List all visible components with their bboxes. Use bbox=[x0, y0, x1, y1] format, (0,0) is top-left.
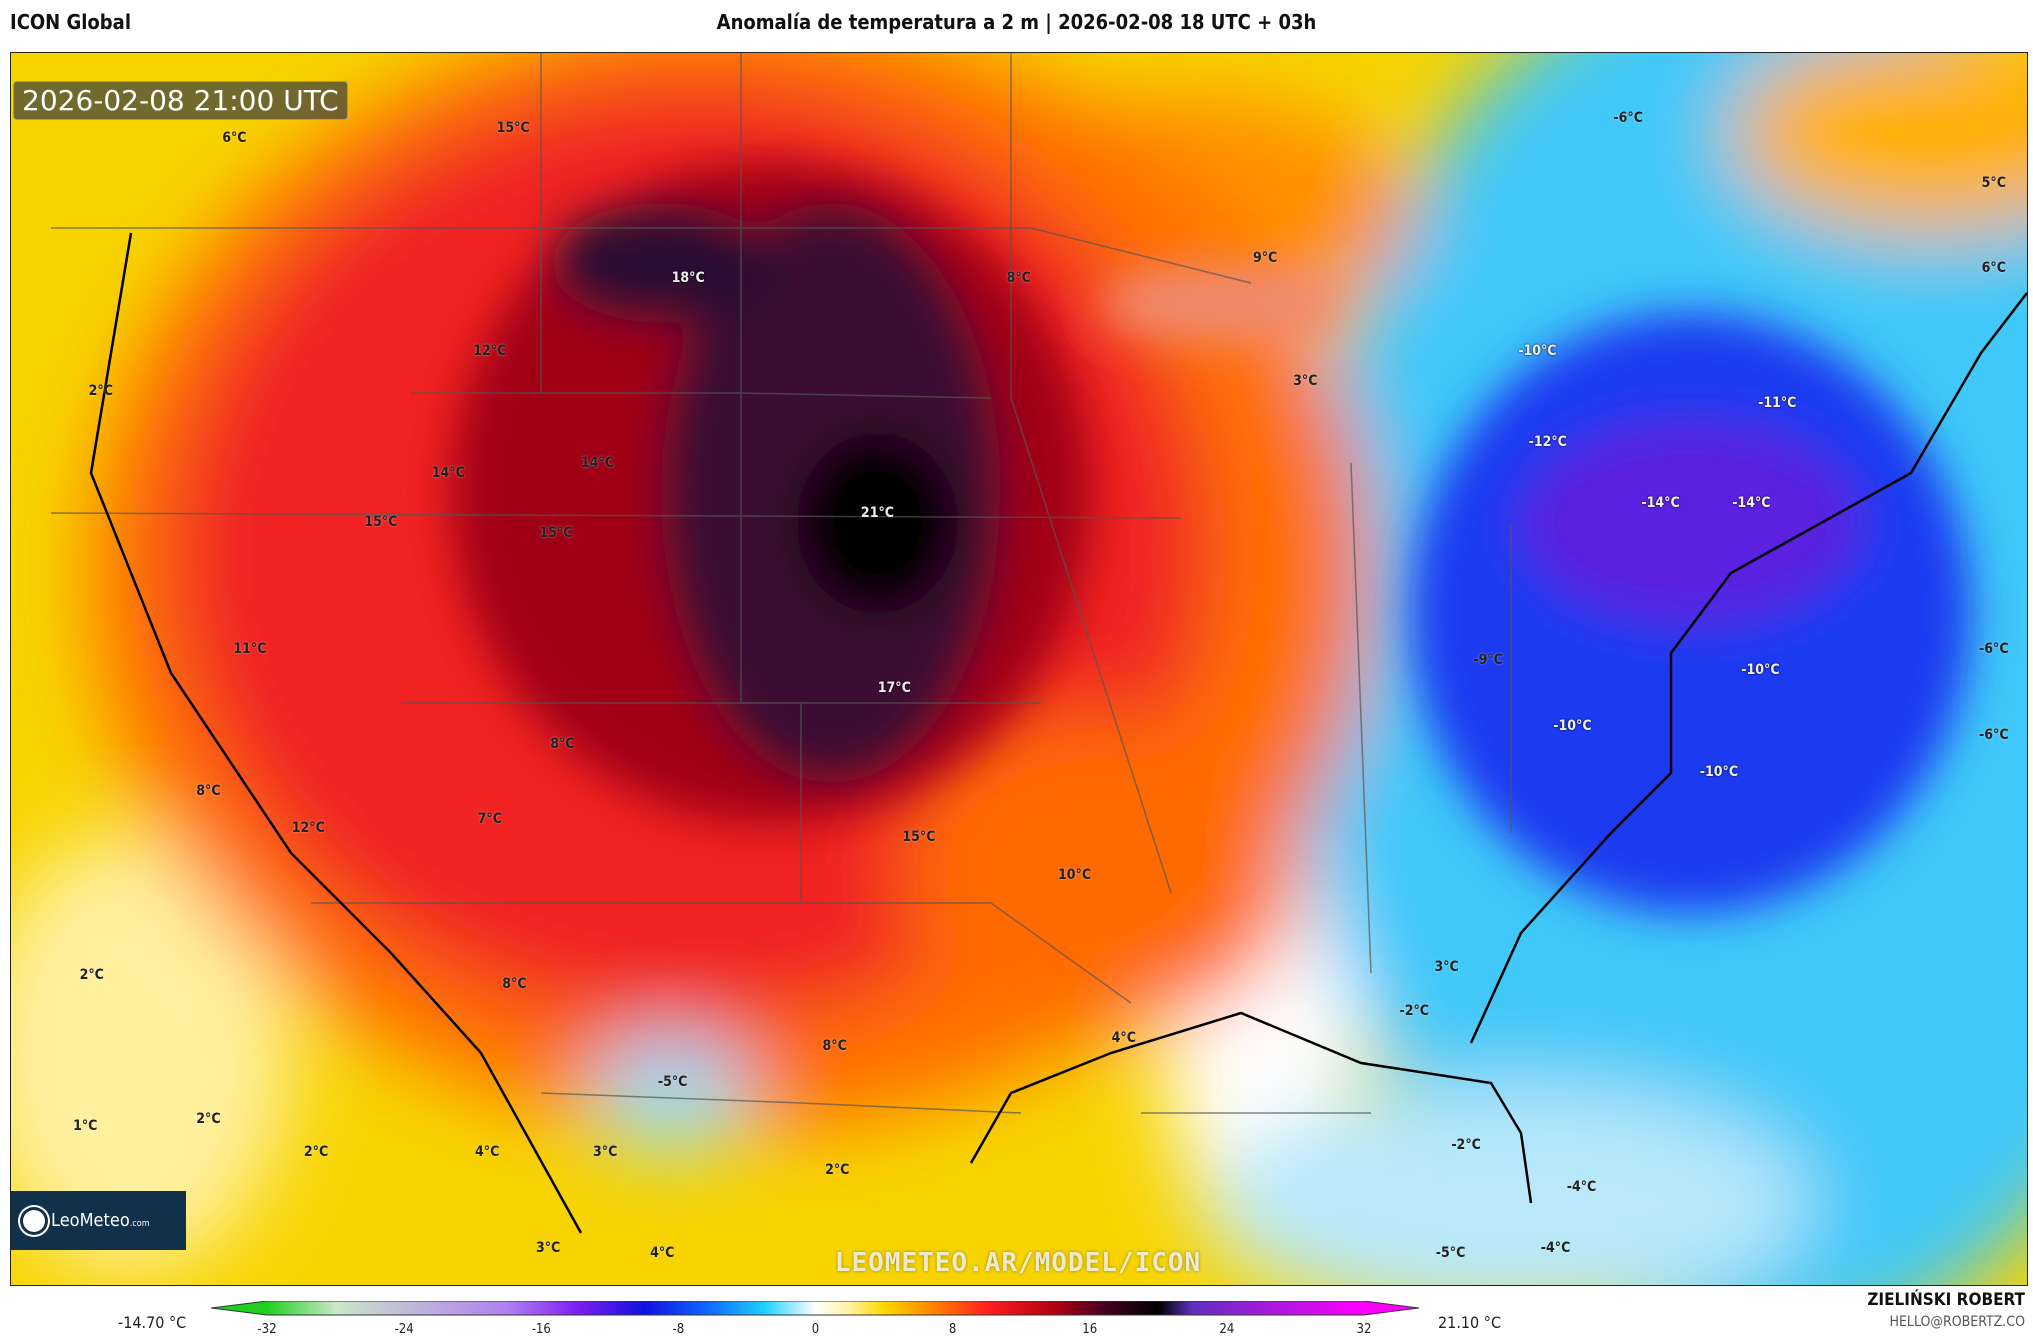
colorbar bbox=[211, 1301, 1420, 1316]
temperature-label: -2°C bbox=[1399, 1003, 1429, 1020]
temperature-label: 8°C bbox=[550, 735, 575, 752]
temperature-label: -4°C bbox=[1566, 1179, 1597, 1196]
watermark: LEOMETEO.AR/MODEL/ICON bbox=[834, 1248, 1202, 1278]
sun-icon bbox=[23, 1209, 45, 1232]
temperature-label: 3°C bbox=[535, 1240, 561, 1257]
model-name: ICON Global bbox=[10, 10, 131, 34]
temperature-label: 12°C bbox=[291, 820, 325, 837]
logo-text: LeoMeteo.com bbox=[51, 1210, 150, 1231]
temperature-label: 14°C bbox=[580, 454, 614, 471]
colorbar-tick-label: -32 bbox=[257, 1322, 277, 1337]
colorbar-tick-label: -24 bbox=[394, 1322, 414, 1337]
temperature-label: 11°C bbox=[233, 641, 267, 658]
temperature-label: 3°C bbox=[593, 1144, 618, 1161]
temperature-label: -10°C bbox=[1518, 343, 1557, 360]
colorbar-tick-label: 16 bbox=[1082, 1322, 1098, 1337]
temperature-label: -9°C bbox=[1473, 651, 1503, 668]
colorbar-tick-label: 0 bbox=[811, 1322, 820, 1337]
colorbar-tick-label: -8 bbox=[672, 1322, 685, 1337]
temperature-label: -5°C bbox=[657, 1074, 688, 1091]
temperature-label: 15°C bbox=[364, 514, 398, 531]
temperature-label: 1°C bbox=[73, 1118, 98, 1135]
temperature-label: -6°C bbox=[1613, 109, 1643, 126]
temperature-label: 15°C bbox=[539, 524, 573, 541]
temperature-label: 2°C bbox=[303, 1144, 329, 1161]
temperature-label: -14°C bbox=[1732, 494, 1771, 511]
temperature-label: 6°C bbox=[222, 130, 247, 147]
temperature-label: 5°C bbox=[1981, 174, 2006, 191]
temperature-label: -6°C bbox=[1979, 726, 2009, 743]
temperature-label: -10°C bbox=[1553, 717, 1592, 734]
temperature-label: 4°C bbox=[475, 1144, 500, 1161]
temperature-label: -10°C bbox=[1741, 662, 1780, 679]
temperature-label: -12°C bbox=[1528, 433, 1567, 450]
temperature-label: -10°C bbox=[1699, 764, 1739, 781]
map-title: Anomalía de temperatura a 2 m | 2026-02-… bbox=[716, 10, 1317, 34]
temperature-label: 2°C bbox=[196, 1110, 221, 1127]
author-name: ZIELIŃSKI ROBERT bbox=[1867, 1290, 2025, 1310]
temperature-label: 3°C bbox=[1293, 372, 1318, 389]
leometeo-logo: LeoMeteo.com bbox=[11, 1191, 186, 1250]
temperature-label: -4°C bbox=[1540, 1240, 1571, 1257]
map-field bbox=[11, 53, 2027, 1285]
temperature-label: -5°C bbox=[1435, 1245, 1466, 1262]
temperature-label: 2°C bbox=[825, 1162, 850, 1179]
colorbar-min-value: -14.70 °C bbox=[118, 1313, 187, 1332]
temperature-label: 4°C bbox=[1111, 1030, 1136, 1047]
temperature-label: 2°C bbox=[79, 966, 104, 983]
temperature-label: 2°C bbox=[88, 383, 113, 400]
temperature-label: 15°C bbox=[496, 120, 530, 137]
temperature-label: 6°C bbox=[1981, 260, 2006, 277]
colorbar-tick-label: 24 bbox=[1219, 1322, 1235, 1337]
temperature-label: -14°C bbox=[1641, 494, 1680, 511]
temperature-label: 12°C bbox=[473, 343, 507, 360]
temperature-label: 21°C bbox=[860, 505, 895, 522]
temperature-label: 4°C bbox=[650, 1245, 675, 1262]
temperature-label: 14°C bbox=[431, 464, 465, 481]
temperature-label: 15°C bbox=[902, 829, 936, 846]
temperature-label: -6°C bbox=[1979, 641, 2009, 658]
temperature-label: 3°C bbox=[1434, 958, 1459, 975]
temperature-label: 9°C bbox=[1252, 249, 1278, 266]
author-credit: ZIELIŃSKI ROBERT HELLO@ROBERTZ.CO bbox=[1867, 1290, 2025, 1330]
colorbar-max-value: 21.10 °C bbox=[1438, 1313, 1502, 1332]
temperature-label: 17°C bbox=[877, 680, 911, 697]
temperature-label: 8°C bbox=[822, 1038, 847, 1055]
temperature-anomaly-map: 15°C 6°C 18°C 8°C 9°C -6°C 5°C 6°C 12°C -10°C 2°C 3… bbox=[10, 52, 2028, 1286]
temperature-label: 18°C bbox=[671, 270, 705, 287]
temperature-label: 7°C bbox=[477, 811, 502, 828]
temperature-label: -2°C bbox=[1451, 1136, 1481, 1153]
author-email: HELLO@ROBERTZ.CO bbox=[1889, 1314, 2026, 1330]
colorbar-tick-label: 8 bbox=[948, 1322, 957, 1337]
temperature-label: 10°C bbox=[1058, 866, 1092, 883]
colorbar-tick-label: 32 bbox=[1356, 1322, 1372, 1337]
temperature-label: 8°C bbox=[196, 782, 221, 799]
temperature-label: 8°C bbox=[1006, 270, 1031, 287]
temperature-label: 8°C bbox=[502, 975, 527, 992]
colorbar-tick-label: -16 bbox=[531, 1322, 551, 1337]
valid-time-badge: 2026-02-08 21:00 UTC bbox=[13, 81, 348, 120]
temperature-label: -11°C bbox=[1758, 394, 1797, 411]
